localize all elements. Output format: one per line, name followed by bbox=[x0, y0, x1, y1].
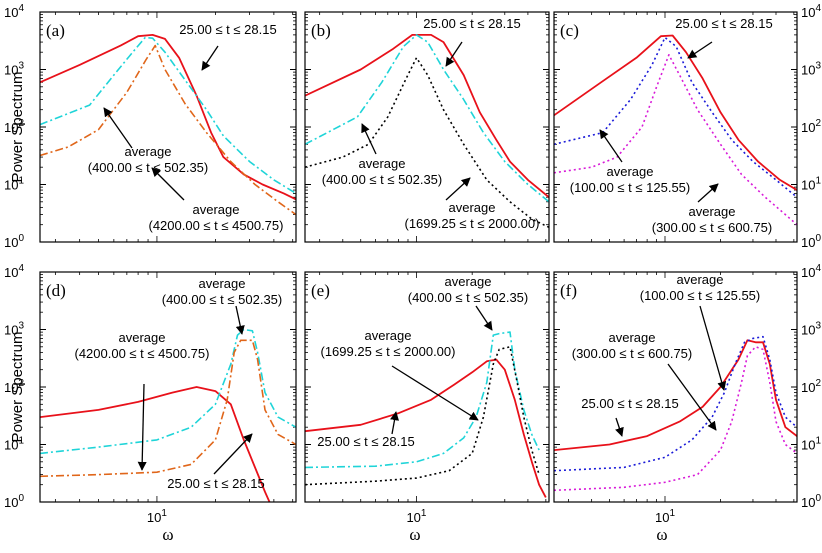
series-line-red bbox=[554, 34, 797, 191]
plot-frame bbox=[304, 11, 550, 243]
series-line-magenta bbox=[554, 54, 797, 226]
x-tick-label: 101 bbox=[406, 508, 426, 525]
series-line-cyan bbox=[305, 34, 549, 203]
y-tick-label: 104 bbox=[4, 3, 24, 20]
annotation-arrow bbox=[361, 123, 377, 155]
series-line-cyan bbox=[40, 328, 296, 455]
annotation-text: average (400.00 ≤ t ≤ 502.35) bbox=[322, 156, 443, 187]
panel-label: (b) bbox=[311, 21, 331, 40]
panel-label: (a) bbox=[46, 21, 65, 40]
y-tick-label: 103 bbox=[801, 321, 821, 338]
x-tick-label: 101 bbox=[147, 508, 167, 525]
annotation-arrow bbox=[615, 417, 624, 437]
series-line-orange bbox=[40, 44, 296, 216]
annotation-text: average (1699.25 ≤ t ≤ 2000.00) bbox=[405, 200, 540, 231]
panel-b: (b) 25.00 ≤ t ≤ 28.15 average (400.00 ≤ t ≤… bbox=[304, 11, 550, 243]
annotation-arrow bbox=[445, 41, 463, 67]
panel-d: 100 101 102 103 104 101 (d) average (400.00 ≤ t … bbox=[4, 263, 297, 525]
annotation-text: average (300.00 ≤ t ≤ 600.75) bbox=[652, 204, 773, 235]
y-tick-label: 104 bbox=[801, 263, 821, 280]
series-line-cyan bbox=[40, 36, 296, 195]
panel-f: 100 101 102 103 104 101 (f) average (100.00 ≤ t … bbox=[553, 263, 821, 525]
x-axis-label-middle: ω bbox=[409, 525, 420, 544]
annotation-text: 25.00 ≤ t ≤ 28.15 bbox=[179, 22, 276, 37]
annotation-text: average (400.00 ≤ t ≤ 502.35) bbox=[408, 274, 529, 305]
annotation-text: 25.00 ≤ t ≤ 28.15 bbox=[675, 16, 772, 31]
annotation-text: 25.00 ≤ t ≤ 28.15 bbox=[317, 434, 414, 449]
panel-label: (f) bbox=[560, 281, 577, 300]
annotation-arrow bbox=[213, 433, 253, 475]
annotation-arrow bbox=[599, 129, 623, 163]
series-line-cyan bbox=[305, 331, 540, 469]
y-tick-label: 101 bbox=[4, 176, 24, 193]
y-tick-label: 104 bbox=[801, 3, 821, 20]
annotation-text: average (4200.00 ≤ t ≤ 4500.75) bbox=[75, 330, 210, 361]
annotation-text: 25.00 ≤ t ≤ 28.15 bbox=[167, 476, 264, 491]
y-tick-label: 101 bbox=[4, 436, 24, 453]
y-tick-label: 102 bbox=[801, 378, 821, 395]
series-line-orange bbox=[40, 339, 296, 478]
plot-frame bbox=[304, 271, 550, 503]
x-axis-label-right: ω bbox=[656, 525, 667, 544]
y-tick-label: 104 bbox=[4, 263, 24, 280]
plot-frame bbox=[39, 271, 297, 503]
y-tick-label: 102 bbox=[4, 118, 24, 135]
series-line-red bbox=[554, 339, 797, 451]
y-tick-label: 102 bbox=[801, 118, 821, 135]
series-line-red bbox=[305, 358, 547, 498]
panel-label: (d) bbox=[46, 281, 66, 300]
y-tick-label: 102 bbox=[4, 378, 24, 395]
annotation-text: 25.00 ≤ t ≤ 28.15 bbox=[581, 396, 678, 411]
series-line-red bbox=[40, 34, 296, 201]
y-tick-label: 100 bbox=[4, 233, 24, 250]
y-axis-label-bottom: Power Spectrum bbox=[9, 332, 26, 443]
series-line-black bbox=[305, 57, 549, 229]
plot-frame bbox=[39, 11, 297, 243]
y-tick-label: 101 bbox=[801, 436, 821, 453]
x-tick-label: 101 bbox=[655, 508, 675, 525]
annotation-arrow bbox=[103, 107, 133, 149]
annotation-arrow bbox=[687, 41, 713, 59]
annotation-text: average (300.00 ≤ t ≤ 600.75) bbox=[572, 330, 693, 361]
series-line-red bbox=[40, 386, 271, 502]
annotation-arrow bbox=[235, 305, 245, 335]
y-tick-label: 103 bbox=[4, 61, 24, 78]
annotation-arrow bbox=[390, 411, 400, 435]
annotation-text: average (100.00 ≤ t ≤ 125.55) bbox=[570, 164, 691, 195]
annotation-arrow bbox=[391, 365, 479, 421]
series-line-black bbox=[305, 346, 540, 486]
annotation-arrow bbox=[699, 305, 727, 391]
panel-a: 100 101 102 103 104 (a) 25.00 ≤ t ≤ 28.15 avera… bbox=[4, 3, 297, 250]
y-tick-label: 100 bbox=[801, 493, 821, 510]
annotation-text: average (4200.00 ≤ t ≤ 4500.75) bbox=[149, 202, 284, 233]
panel-label: (e) bbox=[311, 281, 330, 300]
series-line-magenta bbox=[554, 346, 797, 492]
panel-label: (c) bbox=[560, 21, 579, 40]
annotation-arrow bbox=[151, 167, 185, 201]
panel-e: 101 (e) average (400.00 ≤ t ≤ 502.35) averag… bbox=[304, 271, 550, 525]
annotation-arrow bbox=[697, 183, 719, 203]
y-tick-label: 103 bbox=[801, 61, 821, 78]
annotation-text: 25.00 ≤ t ≤ 28.15 bbox=[423, 16, 520, 31]
annotation-text: average (400.00 ≤ t ≤ 502.35) bbox=[162, 276, 283, 307]
plot-frame bbox=[553, 11, 798, 243]
annotation-arrow bbox=[137, 383, 147, 471]
y-tick-label: 100 bbox=[4, 493, 24, 510]
annotation-text: average (1699.25 ≤ t ≤ 2000.00) bbox=[321, 328, 456, 359]
annotation-text: average (400.00 ≤ t ≤ 502.35) bbox=[88, 144, 209, 175]
panel-c: 100 101 102 103 104 (c) 25.00 ≤ t ≤ 28.15 avera… bbox=[553, 3, 821, 250]
plot-frame bbox=[553, 271, 798, 503]
y-tick-label: 100 bbox=[801, 233, 821, 250]
y-axis-label-top: Power Spectrum bbox=[9, 72, 26, 183]
y-tick-label: 101 bbox=[801, 176, 821, 193]
annotation-arrow bbox=[445, 177, 471, 201]
x-axis-label-left: ω bbox=[162, 525, 173, 544]
annotation-arrow bbox=[201, 45, 219, 71]
series-line-blue bbox=[554, 36, 797, 198]
y-tick-label: 103 bbox=[4, 321, 24, 338]
annotation-arrow bbox=[475, 305, 493, 331]
annotation-arrow bbox=[667, 363, 717, 431]
annotation-text: average (100.00 ≤ t ≤ 125.55) bbox=[640, 272, 761, 303]
